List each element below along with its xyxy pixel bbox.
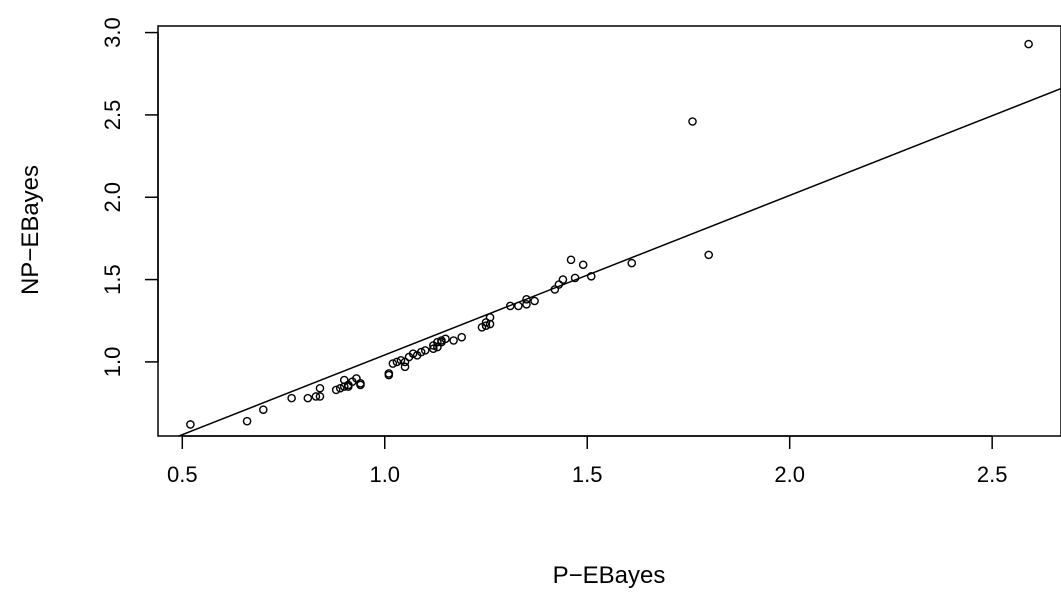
data-point	[335, 383, 345, 393]
data-point	[356, 379, 365, 388]
y-tick-label: 2.0	[100, 182, 125, 213]
fit-line	[176, 87, 1061, 436]
data-point	[530, 296, 539, 306]
data-point	[433, 337, 442, 347]
data-point	[514, 301, 523, 311]
x-tick-label: 2.0	[774, 462, 805, 487]
data-point	[522, 295, 531, 304]
x-tick-label: 2.5	[977, 462, 1008, 487]
y-tick-label: 2.5	[100, 100, 125, 131]
data-point	[303, 393, 313, 403]
y-tick-label: 1.0	[100, 347, 125, 378]
x-tick-label: 1.0	[369, 462, 400, 487]
x-axis: 0.5 1.0 1.5 2.0 2.5	[167, 435, 1008, 487]
data-point	[688, 117, 697, 126]
data-point	[384, 370, 394, 380]
data-point	[388, 359, 398, 368]
x-axis-title: P−EBayes	[553, 562, 666, 589]
x-tick-label: 0.5	[167, 462, 198, 487]
data-point	[586, 271, 596, 281]
data-point	[392, 357, 402, 367]
data-point	[449, 336, 458, 345]
plot-frame	[157, 25, 1061, 437]
x-tick-label: 1.5	[572, 462, 603, 487]
fit-line-group	[176, 87, 1061, 436]
data-point	[566, 255, 576, 265]
data-point	[315, 383, 325, 393]
y-tick-label: 1.5	[100, 264, 125, 295]
data-point	[186, 420, 195, 429]
data-point	[315, 392, 325, 401]
data-point	[457, 332, 466, 342]
data-point	[408, 349, 418, 358]
data-point	[437, 336, 446, 345]
data-point	[627, 258, 637, 268]
data-point	[242, 416, 252, 426]
data-point	[481, 321, 491, 330]
data-point	[485, 313, 495, 322]
data-point	[311, 392, 321, 401]
y-axis-title: NP−EBayes	[17, 165, 44, 295]
data-point	[396, 355, 406, 365]
data-point	[416, 347, 426, 357]
data-point	[570, 273, 580, 283]
y-axis: 1.0 1.5 2.0 2.5 3.0	[100, 17, 159, 378]
data-point	[331, 385, 341, 395]
data-point	[704, 250, 714, 260]
data-point	[522, 299, 531, 309]
data-point	[1024, 39, 1033, 49]
data-point	[400, 362, 410, 372]
data-points	[186, 39, 1033, 429]
data-point	[558, 275, 568, 284]
data-point	[505, 301, 515, 311]
data-point	[287, 393, 296, 403]
data-point	[578, 260, 588, 270]
data-point	[441, 334, 450, 344]
y-tick-label: 3.0	[100, 17, 125, 48]
data-point	[429, 344, 438, 354]
data-point	[420, 346, 430, 355]
data-point	[258, 405, 268, 414]
